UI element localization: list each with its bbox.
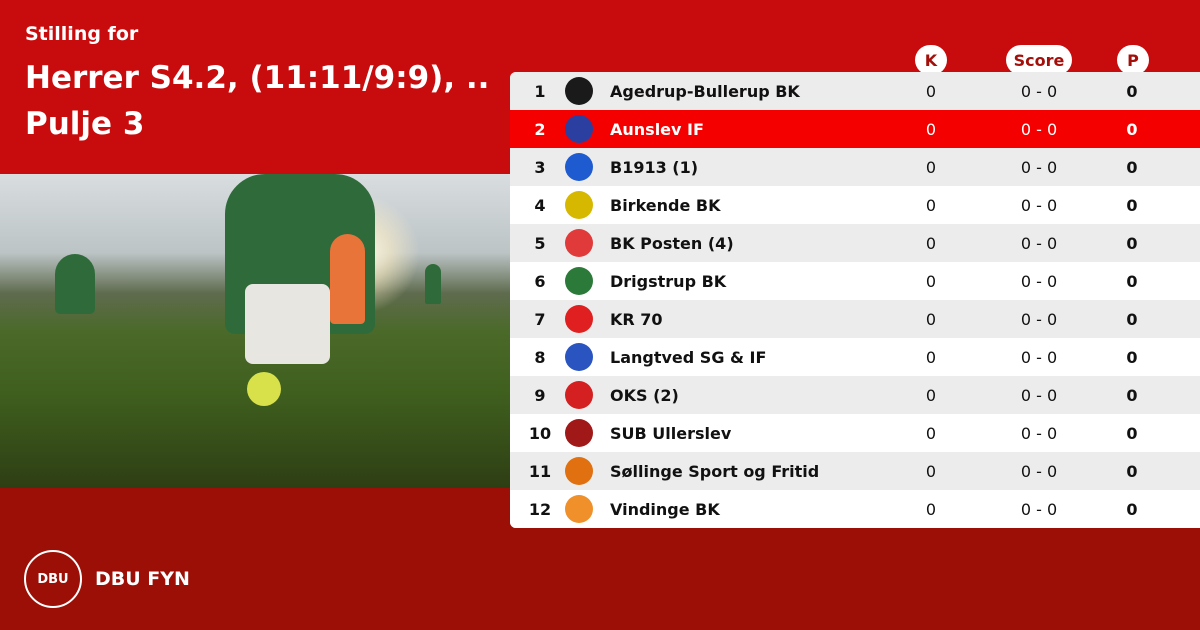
team-logo-icon — [565, 77, 593, 105]
position-cell: 10 — [528, 423, 552, 443]
standings-table: 1 Agedrup-Bullerup BK 0 0 - 0 0 2 Aunslev IF 0 0… — [510, 72, 1200, 528]
score-cell: 0 - 0 — [1020, 233, 1058, 253]
team-name[interactable]: KR 70 — [610, 309, 663, 329]
column-header-score[interactable]: Score — [1006, 45, 1072, 75]
table-row[interactable]: 2 Aunslev IF 0 0 - 0 0 — [510, 110, 1200, 148]
position-cell: 8 — [534, 347, 546, 367]
k-cell: 0 — [925, 81, 937, 101]
team-logo-icon — [565, 305, 593, 333]
team-logo-icon — [565, 229, 593, 257]
table-row[interactable]: 11 Søllinge Sport og Fritid 0 0 - 0 0 — [510, 452, 1200, 490]
position-cell: 9 — [534, 385, 546, 405]
football — [247, 372, 281, 406]
k-cell: 0 — [925, 309, 937, 329]
football-photo — [0, 174, 510, 488]
score-cell: 0 - 0 — [1020, 461, 1058, 481]
table-row[interactable]: 1 Agedrup-Bullerup BK 0 0 - 0 0 — [510, 72, 1200, 110]
team-name[interactable]: Birkende BK — [610, 195, 721, 215]
player-figure — [330, 234, 365, 324]
score-cell: 0 - 0 — [1020, 423, 1058, 443]
team-name[interactable]: Agedrup-Bullerup BK — [610, 81, 800, 101]
table-row[interactable]: 8 Langtved SG & IF 0 0 - 0 0 — [510, 338, 1200, 376]
k-cell: 0 — [925, 119, 937, 139]
team-logo-icon — [565, 457, 593, 485]
k-cell: 0 — [925, 195, 937, 215]
score-cell: 0 - 0 — [1020, 347, 1058, 367]
k-cell: 0 — [925, 423, 937, 443]
points-cell: 0 — [1126, 81, 1138, 101]
team-logo-icon — [565, 267, 593, 295]
points-cell: 0 — [1126, 233, 1138, 253]
team-name[interactable]: BK Posten (4) — [610, 233, 734, 253]
team-name[interactable]: Vindinge BK — [610, 499, 720, 519]
table-row[interactable]: 9 OKS (2) 0 0 - 0 0 — [510, 376, 1200, 414]
points-cell: 0 — [1126, 119, 1138, 139]
k-cell: 0 — [925, 347, 937, 367]
position-cell: 11 — [528, 461, 552, 481]
position-cell: 6 — [534, 271, 546, 291]
team-logo-icon — [565, 419, 593, 447]
position-cell: 2 — [534, 119, 546, 139]
k-cell: 0 — [925, 499, 937, 519]
table-row[interactable]: 7 KR 70 0 0 - 0 0 — [510, 300, 1200, 338]
position-cell: 12 — [528, 499, 552, 519]
points-cell: 0 — [1126, 309, 1138, 329]
points-cell: 0 — [1126, 195, 1138, 215]
points-cell: 0 — [1126, 461, 1138, 481]
score-cell: 0 - 0 — [1020, 119, 1058, 139]
dbu-seal-logo: DBU — [24, 550, 82, 608]
team-name[interactable]: B1913 (1) — [610, 157, 699, 177]
position-cell: 1 — [534, 81, 546, 101]
team-logo-icon — [565, 153, 593, 181]
k-cell: 0 — [925, 233, 937, 253]
column-header-k[interactable]: K — [915, 45, 947, 75]
team-name[interactable]: Søllinge Sport og Fritid — [610, 461, 820, 481]
score-cell: 0 - 0 — [1020, 81, 1058, 101]
position-cell: 5 — [534, 233, 546, 253]
k-cell: 0 — [925, 271, 937, 291]
player-figure — [55, 254, 95, 314]
position-cell: 7 — [534, 309, 546, 329]
team-logo-icon — [565, 191, 593, 219]
team-logo-icon — [565, 381, 593, 409]
points-cell: 0 — [1126, 157, 1138, 177]
table-row[interactable]: 3 B1913 (1) 0 0 - 0 0 — [510, 148, 1200, 186]
score-cell: 0 - 0 — [1020, 195, 1058, 215]
table-row[interactable]: 5 BK Posten (4) 0 0 - 0 0 — [510, 224, 1200, 262]
table-row[interactable]: 10 SUB Ullerslev 0 0 - 0 0 — [510, 414, 1200, 452]
page-title: Herrer S4.2, (11:11/9:9), .. Pulje 3 — [25, 60, 490, 142]
team-name[interactable]: SUB Ullerslev — [610, 423, 732, 443]
position-cell: 3 — [534, 157, 546, 177]
team-name[interactable]: Aunslev IF — [610, 119, 704, 139]
score-cell: 0 - 0 — [1020, 499, 1058, 519]
table-row[interactable]: 6 Drigstrup BK 0 0 - 0 0 — [510, 262, 1200, 300]
player-figure — [425, 264, 441, 304]
k-cell: 0 — [925, 157, 937, 177]
position-cell: 4 — [534, 195, 546, 215]
points-cell: 0 — [1126, 423, 1138, 443]
team-name[interactable]: OKS (2) — [610, 385, 679, 405]
table-row[interactable]: 4 Birkende BK 0 0 - 0 0 — [510, 186, 1200, 224]
points-cell: 0 — [1126, 347, 1138, 367]
score-cell: 0 - 0 — [1020, 271, 1058, 291]
column-header-p[interactable]: P — [1117, 45, 1149, 75]
player-shorts — [245, 284, 330, 364]
page-subtitle: Stilling for — [25, 23, 139, 45]
k-cell: 0 — [925, 461, 937, 481]
brand-name: DBU FYN — [95, 568, 190, 590]
points-cell: 0 — [1126, 385, 1138, 405]
team-name[interactable]: Drigstrup BK — [610, 271, 727, 291]
points-cell: 0 — [1126, 271, 1138, 291]
score-cell: 0 - 0 — [1020, 309, 1058, 329]
team-logo-icon — [565, 115, 593, 143]
table-row[interactable]: 12 Vindinge BK 0 0 - 0 0 — [510, 490, 1200, 528]
team-name[interactable]: Langtved SG & IF — [610, 347, 767, 367]
k-cell: 0 — [925, 385, 937, 405]
team-logo-icon — [565, 343, 593, 371]
score-cell: 0 - 0 — [1020, 385, 1058, 405]
points-cell: 0 — [1126, 499, 1138, 519]
score-cell: 0 - 0 — [1020, 157, 1058, 177]
team-logo-icon — [565, 495, 593, 523]
